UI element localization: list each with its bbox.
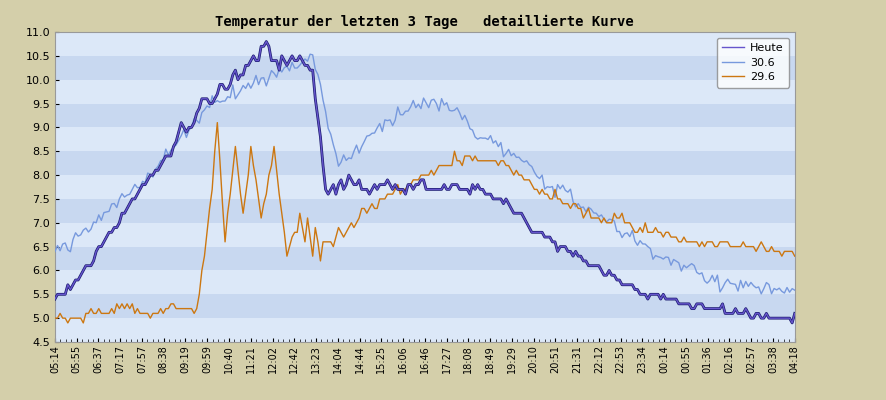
30.6 — [305, 52, 315, 56]
Heute — [673, 302, 684, 306]
Bar — [55, 32, 795, 56]
Title: Temperatur der letzten 3 Tage   detaillierte Kurve: Temperatur der letzten 3 Tage detaillier… — [215, 15, 634, 30]
Bar — [55, 127, 795, 151]
30.6 — [704, 278, 715, 283]
29.6 — [117, 302, 128, 306]
Heute — [789, 311, 800, 316]
29.6 — [429, 173, 439, 178]
29.6 — [730, 244, 741, 249]
29.6 — [212, 120, 222, 125]
Line: 29.6: 29.6 — [55, 123, 795, 323]
30.6 — [756, 292, 766, 296]
29.6 — [689, 240, 700, 244]
29.6 — [789, 254, 800, 258]
30.6 — [727, 282, 738, 286]
29.6 — [50, 316, 60, 320]
Heute — [426, 187, 437, 192]
Bar — [55, 175, 795, 199]
Bar — [55, 199, 795, 223]
30.6 — [687, 261, 697, 266]
Bar — [55, 318, 795, 342]
Bar — [55, 294, 795, 318]
Bar — [55, 247, 795, 270]
Heute — [704, 306, 715, 311]
30.6 — [673, 260, 684, 265]
Heute — [727, 311, 738, 316]
30.6 — [426, 98, 437, 102]
29.6 — [707, 240, 718, 244]
Heute — [50, 297, 60, 302]
29.6 — [63, 320, 74, 325]
Heute — [687, 306, 697, 311]
Line: 30.6: 30.6 — [55, 54, 795, 294]
Heute — [114, 220, 125, 225]
Bar — [55, 223, 795, 247]
Bar — [55, 56, 795, 80]
30.6 — [789, 288, 800, 292]
29.6 — [676, 240, 687, 244]
Bar — [55, 104, 795, 127]
30.6 — [114, 196, 125, 201]
30.6 — [50, 249, 60, 254]
Heute — [787, 320, 797, 325]
Bar — [55, 80, 795, 104]
Bar — [55, 151, 795, 175]
Bar — [55, 270, 795, 294]
Heute — [261, 39, 272, 44]
Legend: Heute, 30.6, 29.6: Heute, 30.6, 29.6 — [717, 38, 789, 88]
Line: Heute: Heute — [55, 42, 795, 323]
